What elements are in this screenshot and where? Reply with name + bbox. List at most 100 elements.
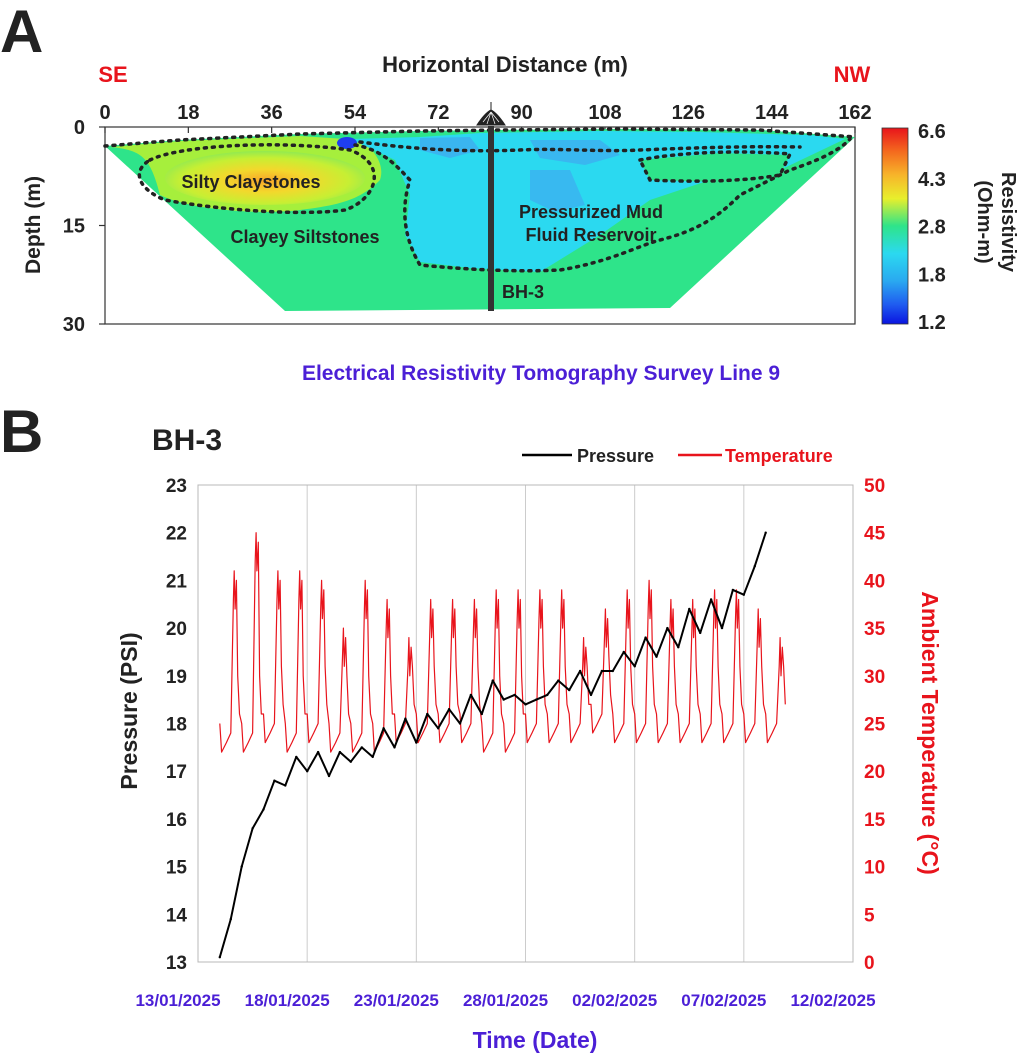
y-left-tick-label: 17	[166, 762, 187, 783]
pressure-point	[753, 564, 756, 568]
pressure-point	[404, 717, 407, 720]
y-right-tick-label: 30	[864, 667, 885, 688]
pressure-point	[480, 712, 483, 716]
y-right-tick-label: 20	[864, 762, 885, 783]
pressure-point	[251, 827, 254, 830]
pressure-point	[327, 774, 331, 778]
chart-title: BH-3	[152, 424, 222, 457]
pressure-point	[360, 746, 363, 749]
low-resistivity-patch-2	[530, 140, 620, 165]
pressure-point	[393, 746, 396, 749]
pressure-point	[458, 722, 462, 725]
pressure-point	[437, 727, 440, 730]
label-pressurized-mud: Pressurized Mud	[519, 202, 663, 222]
panel-a-y-axis-title: Depth (m)	[22, 176, 45, 274]
boundary-dotted-lines	[103, 127, 857, 273]
pressure-point	[382, 727, 385, 730]
pressure-point	[655, 655, 658, 658]
boundary-silty-claystones	[137, 143, 376, 215]
pressure-point	[557, 679, 560, 682]
label-borehole-bh3: BH-3	[502, 282, 544, 302]
y-left-tick-label: 13	[166, 953, 187, 974]
label-fluid-reservoir: Fluid Reservoir	[525, 225, 656, 245]
panel-a-x-tick-label: 144	[755, 102, 789, 124]
borehole-line	[488, 126, 494, 311]
pressure-point	[589, 693, 593, 697]
pressure-point	[677, 646, 680, 649]
x-tick-label: 02/02/2025	[572, 991, 657, 1010]
x-axis-title: Time (Date)	[473, 1027, 598, 1053]
label-silty-claystones: Silty Claystones	[181, 172, 320, 192]
pressure-point	[306, 770, 309, 773]
y-left-tick-label: 19	[166, 667, 187, 688]
panel-a-x-tick-label: 90	[511, 102, 533, 124]
pressure-point	[611, 669, 614, 673]
borehole-fountain-icon	[476, 102, 506, 126]
y-right-tick-label: 0	[864, 953, 875, 974]
section-green-lens	[640, 153, 790, 182]
direction-se-label: SE	[98, 62, 127, 87]
legend-temperature-label: Temperature	[725, 446, 833, 466]
pressure-point	[699, 631, 702, 635]
panel-a-x-tick-label: 18	[177, 102, 199, 124]
y-left-tick-label: 23	[166, 476, 187, 497]
pressure-point	[295, 755, 298, 759]
colorbar-tick-label: 1.2	[918, 312, 946, 334]
pressure-point	[666, 626, 669, 630]
x-tick-label: 07/02/2025	[681, 991, 766, 1010]
pressure-point	[764, 531, 767, 534]
y-left-tick-label: 18	[166, 715, 187, 736]
pressure-point	[218, 956, 221, 959]
y-left-tick-label: 20	[166, 619, 187, 640]
low-resistivity-patch-1	[420, 137, 480, 158]
pressure-point	[633, 665, 636, 668]
pressure-point	[568, 688, 571, 692]
boundary-green-lens	[637, 150, 793, 183]
panel-a-y-tick-label: 30	[63, 314, 85, 336]
pressure-point	[502, 698, 505, 701]
pressure-point	[338, 750, 342, 754]
pressure-point	[349, 760, 352, 763]
colorbar-title-line2: (Ohm-m)	[973, 180, 995, 263]
boundary-mud-reservoir	[353, 137, 852, 273]
direction-nw-label: NW	[834, 62, 871, 87]
boundary-shallow	[358, 140, 802, 153]
y-right-axis-title: Ambient Temperature (°C)	[917, 591, 943, 875]
pressure-point	[469, 693, 473, 697]
pressure-point	[513, 693, 516, 697]
pressure-point	[284, 784, 287, 787]
pressure-point	[688, 607, 691, 611]
pressure-point	[709, 598, 713, 601]
pressure-point	[524, 703, 527, 706]
colorbar-tick-label: 2.8	[918, 217, 946, 239]
panel-a-x-tick-label: 108	[588, 102, 621, 124]
pressure-point	[491, 679, 494, 682]
pressure-points	[218, 531, 767, 959]
panel-b-right-ticks: 0 5 10 15 20 25 30 35 40 45 50	[864, 476, 886, 974]
y-left-tick-label: 22	[166, 524, 187, 545]
pressure-point	[578, 669, 582, 673]
silty-claystones-body	[165, 151, 365, 205]
y-left-tick-label: 16	[166, 810, 187, 831]
low-resistivity-spot	[337, 137, 357, 149]
panel-a-letter: A	[0, 0, 43, 65]
pressure-point	[644, 636, 647, 639]
y-right-tick-label: 5	[864, 905, 875, 926]
panel-a-y-tick-label: 15	[63, 216, 85, 238]
colorbar-tick-label: 6.6	[918, 121, 946, 143]
y-left-tick-label: 14	[166, 905, 188, 926]
temperature-series-line	[219, 532, 786, 753]
y-right-tick-label: 10	[864, 858, 885, 879]
x-tick-label: 18/01/2025	[245, 991, 330, 1010]
label-clayey-siltstones: Clayey Siltstones	[230, 227, 379, 247]
panel-a-caption: Electrical Resistivity Tomography Survey…	[302, 362, 780, 385]
legend: Pressure Temperature	[522, 446, 833, 466]
pressure-point	[622, 650, 625, 654]
panel-a-y-ticks: 0 15 30	[63, 117, 105, 336]
panel-a-plot-frame	[104, 126, 856, 325]
colorbar-title-line1: Resistivity	[997, 172, 1019, 273]
pressure-point	[316, 750, 320, 754]
y-left-tick-label: 15	[166, 858, 188, 879]
panel-a-x-tick-label: 162	[838, 102, 871, 124]
panel-b-x-ticks: 13/01/2025 18/01/2025 23/01/2025 28/01/2025…	[135, 991, 875, 1010]
